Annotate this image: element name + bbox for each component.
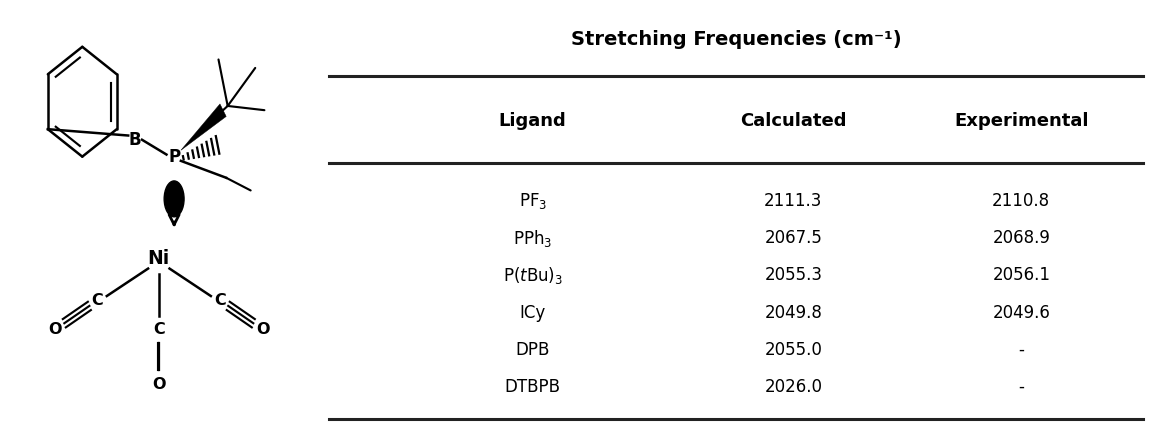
Text: Experimental: Experimental: [954, 112, 1088, 130]
Text: ICy: ICy: [520, 304, 546, 322]
Text: C: C: [214, 293, 226, 308]
Text: 2111.3: 2111.3: [765, 192, 822, 210]
Text: Calculated: Calculated: [740, 112, 847, 130]
Text: O: O: [152, 377, 165, 392]
Text: 2055.0: 2055.0: [765, 341, 822, 359]
Text: 2055.3: 2055.3: [765, 266, 822, 284]
Text: -: -: [1019, 341, 1024, 359]
Text: 2049.8: 2049.8: [765, 304, 822, 322]
Text: O: O: [49, 323, 61, 337]
Text: C: C: [91, 293, 104, 308]
Text: P: P: [169, 148, 180, 165]
Text: 2026.0: 2026.0: [765, 378, 822, 396]
Polygon shape: [181, 104, 226, 150]
Text: PPh$_3$: PPh$_3$: [513, 227, 552, 249]
Text: 2067.5: 2067.5: [765, 229, 822, 247]
Text: 2056.1: 2056.1: [992, 266, 1050, 284]
Text: B: B: [128, 131, 141, 149]
Text: Ligand: Ligand: [499, 112, 567, 130]
Text: 2049.6: 2049.6: [992, 304, 1050, 322]
Text: DPB: DPB: [515, 341, 550, 359]
FancyBboxPatch shape: [1, 3, 316, 437]
Text: DTBPB: DTBPB: [505, 378, 560, 396]
Text: 2110.8: 2110.8: [992, 192, 1050, 210]
Text: Stretching Frequencies (cm⁻¹): Stretching Frequencies (cm⁻¹): [571, 30, 902, 49]
Ellipse shape: [164, 181, 184, 217]
Text: Ni: Ni: [148, 249, 170, 268]
Text: PF$_3$: PF$_3$: [519, 191, 546, 211]
Text: -: -: [1019, 378, 1024, 396]
Text: P($t$Bu)$_3$: P($t$Bu)$_3$: [502, 265, 562, 286]
Text: 2068.9: 2068.9: [992, 229, 1050, 247]
Text: C: C: [152, 323, 165, 337]
Text: O: O: [256, 323, 269, 337]
